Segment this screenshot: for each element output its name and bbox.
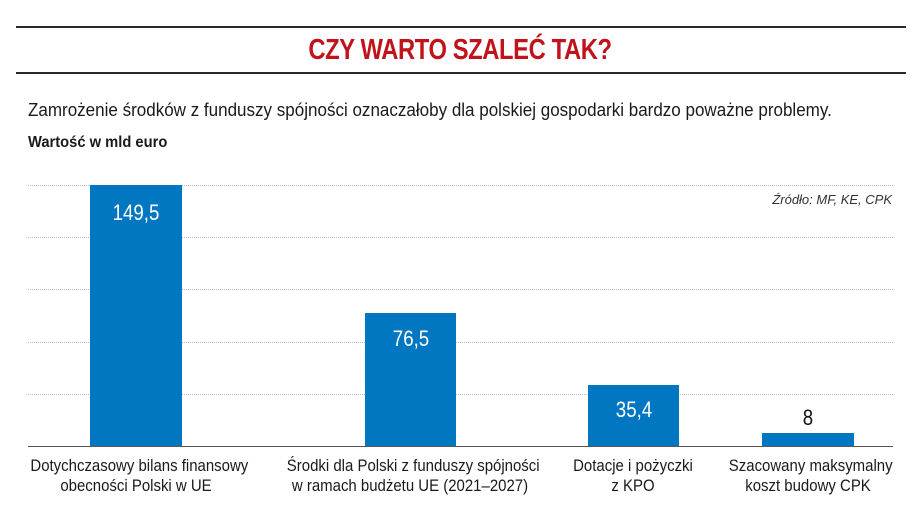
category-label-line: obecności Polski w UE: [60, 476, 212, 495]
bar-value-label: 35,4: [615, 397, 653, 422]
chart-subtitle: Zamrożenie środków z funduszy spójności …: [28, 99, 832, 120]
category-label-line: Środki dla Polski z funduszy spójności: [286, 456, 540, 475]
bar-fundusze-spojnosci: [365, 313, 456, 447]
gridline: [28, 289, 893, 290]
category-label-line: w ramach budżetu UE (2021–2027): [291, 476, 529, 495]
category-label-line: Dotychczasowy bilans finansowy: [30, 456, 249, 475]
bar-value-label: 8: [802, 405, 814, 430]
category-label-kpo: Dotacje i pożyczki z KPO: [563, 456, 704, 496]
gridline: [28, 185, 893, 186]
bar-cpk: [762, 433, 854, 447]
category-label-bilans: Dotychczasowy bilans finansowy obecności…: [30, 456, 249, 496]
top-rule: [16, 26, 906, 28]
source-note: Źródło: MF, KE, CPK: [772, 192, 892, 207]
category-label-line: Szacowany maksymalny: [728, 456, 893, 475]
bottom-rule: [16, 72, 906, 74]
category-label-line: Dotacje i pożyczki: [573, 456, 693, 475]
gridline: [28, 237, 893, 238]
gridline: [28, 394, 893, 395]
category-label-line: koszt budowy CPK: [745, 476, 871, 495]
category-label-fundusze: Środki dla Polski z funduszy spójności w…: [286, 456, 540, 496]
gridline: [28, 342, 893, 343]
x-axis-baseline: [28, 446, 893, 447]
chart-title: CZY WARTO SZALEĆ TAK?: [308, 34, 612, 66]
bar-value-label: 149,5: [112, 200, 160, 225]
category-label-cpk: Szacowany maksymalny koszt budowy CPK: [728, 456, 893, 496]
bar-kpo: [588, 385, 679, 447]
category-label-line: z KPO: [611, 476, 655, 495]
bar-bilans: [90, 185, 182, 447]
unit-label: Wartość w mld euro: [28, 134, 168, 151]
bar-value-label: 76,5: [392, 326, 430, 351]
